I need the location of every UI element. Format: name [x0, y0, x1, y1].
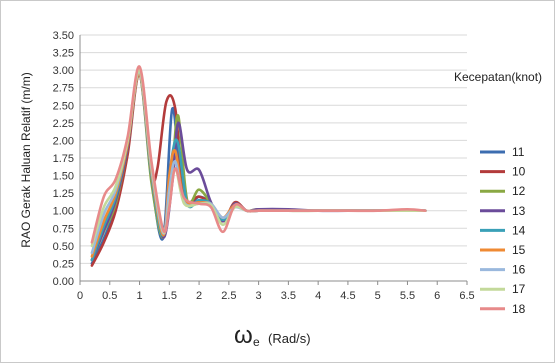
legend-label: 12	[512, 184, 526, 198]
y-tick-label: 1.25	[53, 188, 74, 200]
y-tick-label: 2.25	[53, 118, 74, 130]
legend-label: 16	[512, 263, 526, 277]
y-tick-label: 3.00	[53, 65, 74, 77]
y-tick-label: 2.50	[53, 100, 74, 112]
legend-label: 17	[512, 282, 526, 296]
x-tick-label: 1	[136, 290, 142, 302]
legend-item-15: 15	[480, 243, 526, 257]
legend-label: 15	[512, 243, 526, 257]
x-tick-label: 1.5	[162, 290, 177, 302]
y-tick-label: 1.50	[53, 171, 74, 183]
axes	[79, 35, 468, 285]
x-tick-label: 0	[77, 290, 83, 302]
x-tick-label: 4.5	[340, 290, 355, 302]
x-tick-label: 3.5	[281, 290, 296, 302]
legend-item-11: 11	[480, 145, 525, 159]
y-tick-labels: 0.00 0.25 0.50 0.75 1.00 1.25 1.50 1.75 2.00 2.25…	[53, 30, 74, 288]
series-line-13	[90, 72, 427, 262]
x-axis-label-symbol: ω	[234, 322, 253, 349]
y-tick-label: 2.00	[53, 135, 74, 147]
series-line-12	[90, 72, 427, 262]
series-lines	[90, 65, 427, 267]
x-axis-label: ω e (Rad/s)	[234, 322, 311, 349]
legend-item-12: 12	[480, 184, 526, 198]
legend-item-14: 14	[480, 223, 526, 237]
series-line-10	[90, 72, 427, 267]
series-line-14	[90, 72, 427, 262]
y-tick-label: 0.25	[53, 258, 74, 270]
legend-item-16: 16	[480, 263, 526, 277]
legend-item-13: 13	[480, 204, 526, 218]
y-tick-label: 0.00	[53, 276, 74, 288]
y-tick-label: 1.00	[53, 206, 74, 218]
x-tick-label: 4	[315, 290, 321, 302]
legend-label: 11	[512, 145, 525, 159]
legend-item-17: 17	[480, 282, 526, 296]
series-line-18	[90, 65, 427, 244]
x-tick-label: 2.5	[221, 290, 236, 302]
x-tick-label: 0.5	[102, 290, 117, 302]
y-axis-label: RAO Gerak Haluan Relatif (m/m)	[19, 72, 33, 247]
x-tick-label: 6	[434, 290, 440, 302]
series-line-11	[90, 72, 427, 265]
y-tick-label: 1.75	[53, 153, 74, 165]
legend-label: 14	[512, 223, 526, 237]
series-line-16	[90, 70, 427, 255]
legend-item-18: 18	[480, 302, 526, 316]
legend: 11 10 12 13 14 15 16 17 18	[480, 145, 526, 316]
legend-label: 18	[512, 302, 526, 316]
x-tick-labels: 0 0.5 1 1.5 2 2.5 3 3.5 4 4.5 5 5.5 6 6.5	[77, 290, 475, 302]
legend-title: Kecepatan(knot)	[454, 70, 542, 84]
x-tick-label: 6.5	[459, 290, 474, 302]
x-tick-label: 5	[375, 290, 381, 302]
x-tick-label: 5.5	[400, 290, 415, 302]
series-line-15	[90, 72, 427, 258]
y-tick-label: 3.50	[53, 30, 74, 42]
x-axis-label-subscript: e	[253, 335, 260, 349]
y-tick-label: 0.75	[53, 223, 74, 235]
x-axis-label-unit: (Rad/s)	[268, 331, 311, 346]
x-tick-label: 2	[196, 290, 202, 302]
y-tick-label: 2.75	[53, 83, 74, 95]
y-tick-label: 3.25	[53, 48, 74, 60]
x-tick-label: 3	[256, 290, 262, 302]
y-tick-label: 0.50	[53, 241, 74, 253]
legend-label: 13	[512, 204, 526, 218]
legend-label: 10	[512, 165, 526, 179]
legend-item-10: 10	[480, 165, 526, 179]
